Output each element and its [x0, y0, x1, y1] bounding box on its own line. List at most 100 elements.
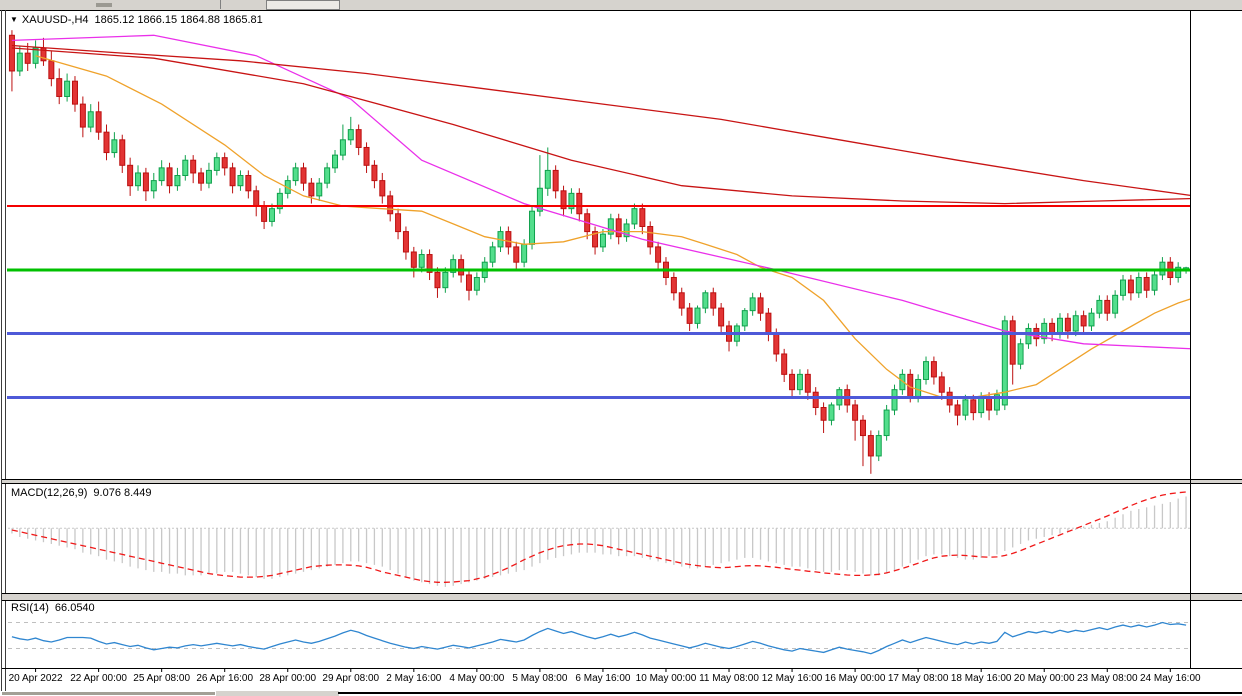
- candle-up: [324, 167, 331, 184]
- panel-separator-1[interactable]: [2, 480, 1242, 483]
- candle-up: [111, 139, 118, 154]
- candle-down: [308, 182, 315, 197]
- candle-up: [32, 47, 39, 64]
- candle-up: [607, 218, 614, 235]
- candle-up: [599, 233, 606, 248]
- scrollbar-track[interactable]: [2, 692, 215, 695]
- candle-down: [765, 312, 772, 335]
- candle-up: [521, 243, 528, 263]
- candle-up: [623, 223, 630, 238]
- time-axis-label: 4 May 00:00: [449, 673, 504, 684]
- candle-down: [221, 157, 228, 169]
- candle-up: [1175, 266, 1182, 278]
- time-axis[interactable]: 20 Apr 2022 22 Apr 00:00 25 Apr 08:00 26 Ap…: [9, 668, 1201, 685]
- macd-values: 9.076 8.449: [93, 487, 152, 499]
- scrollbar-thumb[interactable]: [215, 690, 339, 696]
- candle-up: [174, 175, 181, 187]
- candle-up: [237, 175, 244, 187]
- toolbar-box[interactable]: [266, 0, 340, 10]
- macd-histogram: [11, 496, 1187, 587]
- candle-down: [190, 159, 197, 174]
- time-axis-label: 16 May 00:00: [825, 673, 886, 684]
- candles-group: [8, 30, 1190, 474]
- candle-up: [923, 361, 930, 380]
- candle-down: [458, 259, 465, 276]
- candle-up: [702, 292, 709, 309]
- candle-up: [828, 404, 835, 421]
- rsi-panel: [8, 621, 1190, 655]
- candle-down: [434, 271, 441, 289]
- candle-down: [513, 246, 520, 263]
- time-axis-label: 24 May 16:00: [1140, 673, 1201, 684]
- candle-down: [119, 139, 126, 166]
- rsi-indicator-label: RSI(14) 66.0540: [11, 602, 95, 614]
- candle-up: [268, 208, 275, 222]
- candle-up: [875, 435, 882, 457]
- candle-down: [56, 78, 63, 97]
- candle-up: [891, 389, 898, 411]
- time-axis-label: 25 Apr 08:00: [133, 673, 190, 684]
- candle-down: [670, 276, 677, 294]
- candle-down: [686, 307, 693, 324]
- candle-up: [1088, 312, 1095, 327]
- candle-down: [8, 34, 15, 72]
- candle-down: [1064, 317, 1071, 332]
- candle-up: [442, 271, 449, 289]
- candle-down: [930, 361, 937, 378]
- horizontal-level-lines[interactable]: [7, 205, 1190, 399]
- candle-down: [166, 167, 173, 187]
- candle-down: [1127, 279, 1134, 294]
- time-axis-label: 2 May 16:00: [386, 673, 441, 684]
- candle-down: [773, 333, 780, 355]
- candle-down: [355, 129, 362, 148]
- candle-down: [1049, 322, 1056, 335]
- time-axis-label: 17 May 08:00: [888, 673, 949, 684]
- chart-title: ▼ XAUUSD-,H4 1865.12 1866.15 1864.88 1865.…: [10, 14, 263, 26]
- candle-up: [332, 154, 339, 169]
- symbol-dropdown-icon[interactable]: ▼: [10, 15, 18, 24]
- candle-down: [379, 180, 386, 197]
- candle-up: [158, 167, 165, 182]
- ma-orange-line: [35, 55, 1195, 398]
- candle-down: [1080, 315, 1087, 327]
- candle-down: [24, 52, 31, 64]
- candle-down: [253, 190, 260, 207]
- candle-down: [852, 404, 859, 421]
- candle-up: [1151, 274, 1158, 291]
- candle-down: [261, 205, 268, 222]
- candle-up: [205, 169, 212, 184]
- candle-up: [978, 396, 985, 414]
- candle-up: [1041, 322, 1048, 340]
- candle-up: [993, 394, 1000, 411]
- time-axis-label: 26 Apr 16:00: [196, 673, 253, 684]
- panel-separator-2[interactable]: [2, 594, 1242, 600]
- macd-indicator-label: MACD(12,26,9) 9.076 8.449: [11, 487, 152, 499]
- symbol-period-label: XAUUSD-,H4: [21, 14, 89, 26]
- axis-background: [1191, 11, 1242, 668]
- moving-averages-group: [11, 34, 1195, 398]
- candle-down: [1009, 320, 1016, 365]
- candle-down: [198, 172, 205, 184]
- candle-up: [292, 167, 299, 182]
- time-axis-label: 22 Apr 00:00: [70, 673, 127, 684]
- candle-up: [1096, 299, 1103, 314]
- candle-up: [150, 180, 157, 192]
- candle-up: [694, 307, 701, 324]
- time-axis-label: 20 Apr 2022: [9, 673, 63, 684]
- macd-label: MACD(12,26,9): [11, 487, 88, 499]
- toolbar-divider: [220, 0, 221, 9]
- time-axis-label: 20 May 00:00: [1014, 673, 1075, 684]
- candle-up: [213, 157, 220, 171]
- candle-up: [1017, 343, 1024, 365]
- candle-down: [48, 60, 55, 80]
- candle-up: [418, 254, 425, 268]
- ma-magenta-line: [11, 34, 1194, 350]
- candle-up: [16, 52, 23, 72]
- time-axis-label: 10 May 00:00: [636, 673, 697, 684]
- candle-down: [371, 164, 378, 182]
- candle-up: [339, 139, 346, 156]
- candle-up: [489, 246, 496, 263]
- candle-up: [544, 169, 551, 189]
- candle-down: [615, 218, 622, 238]
